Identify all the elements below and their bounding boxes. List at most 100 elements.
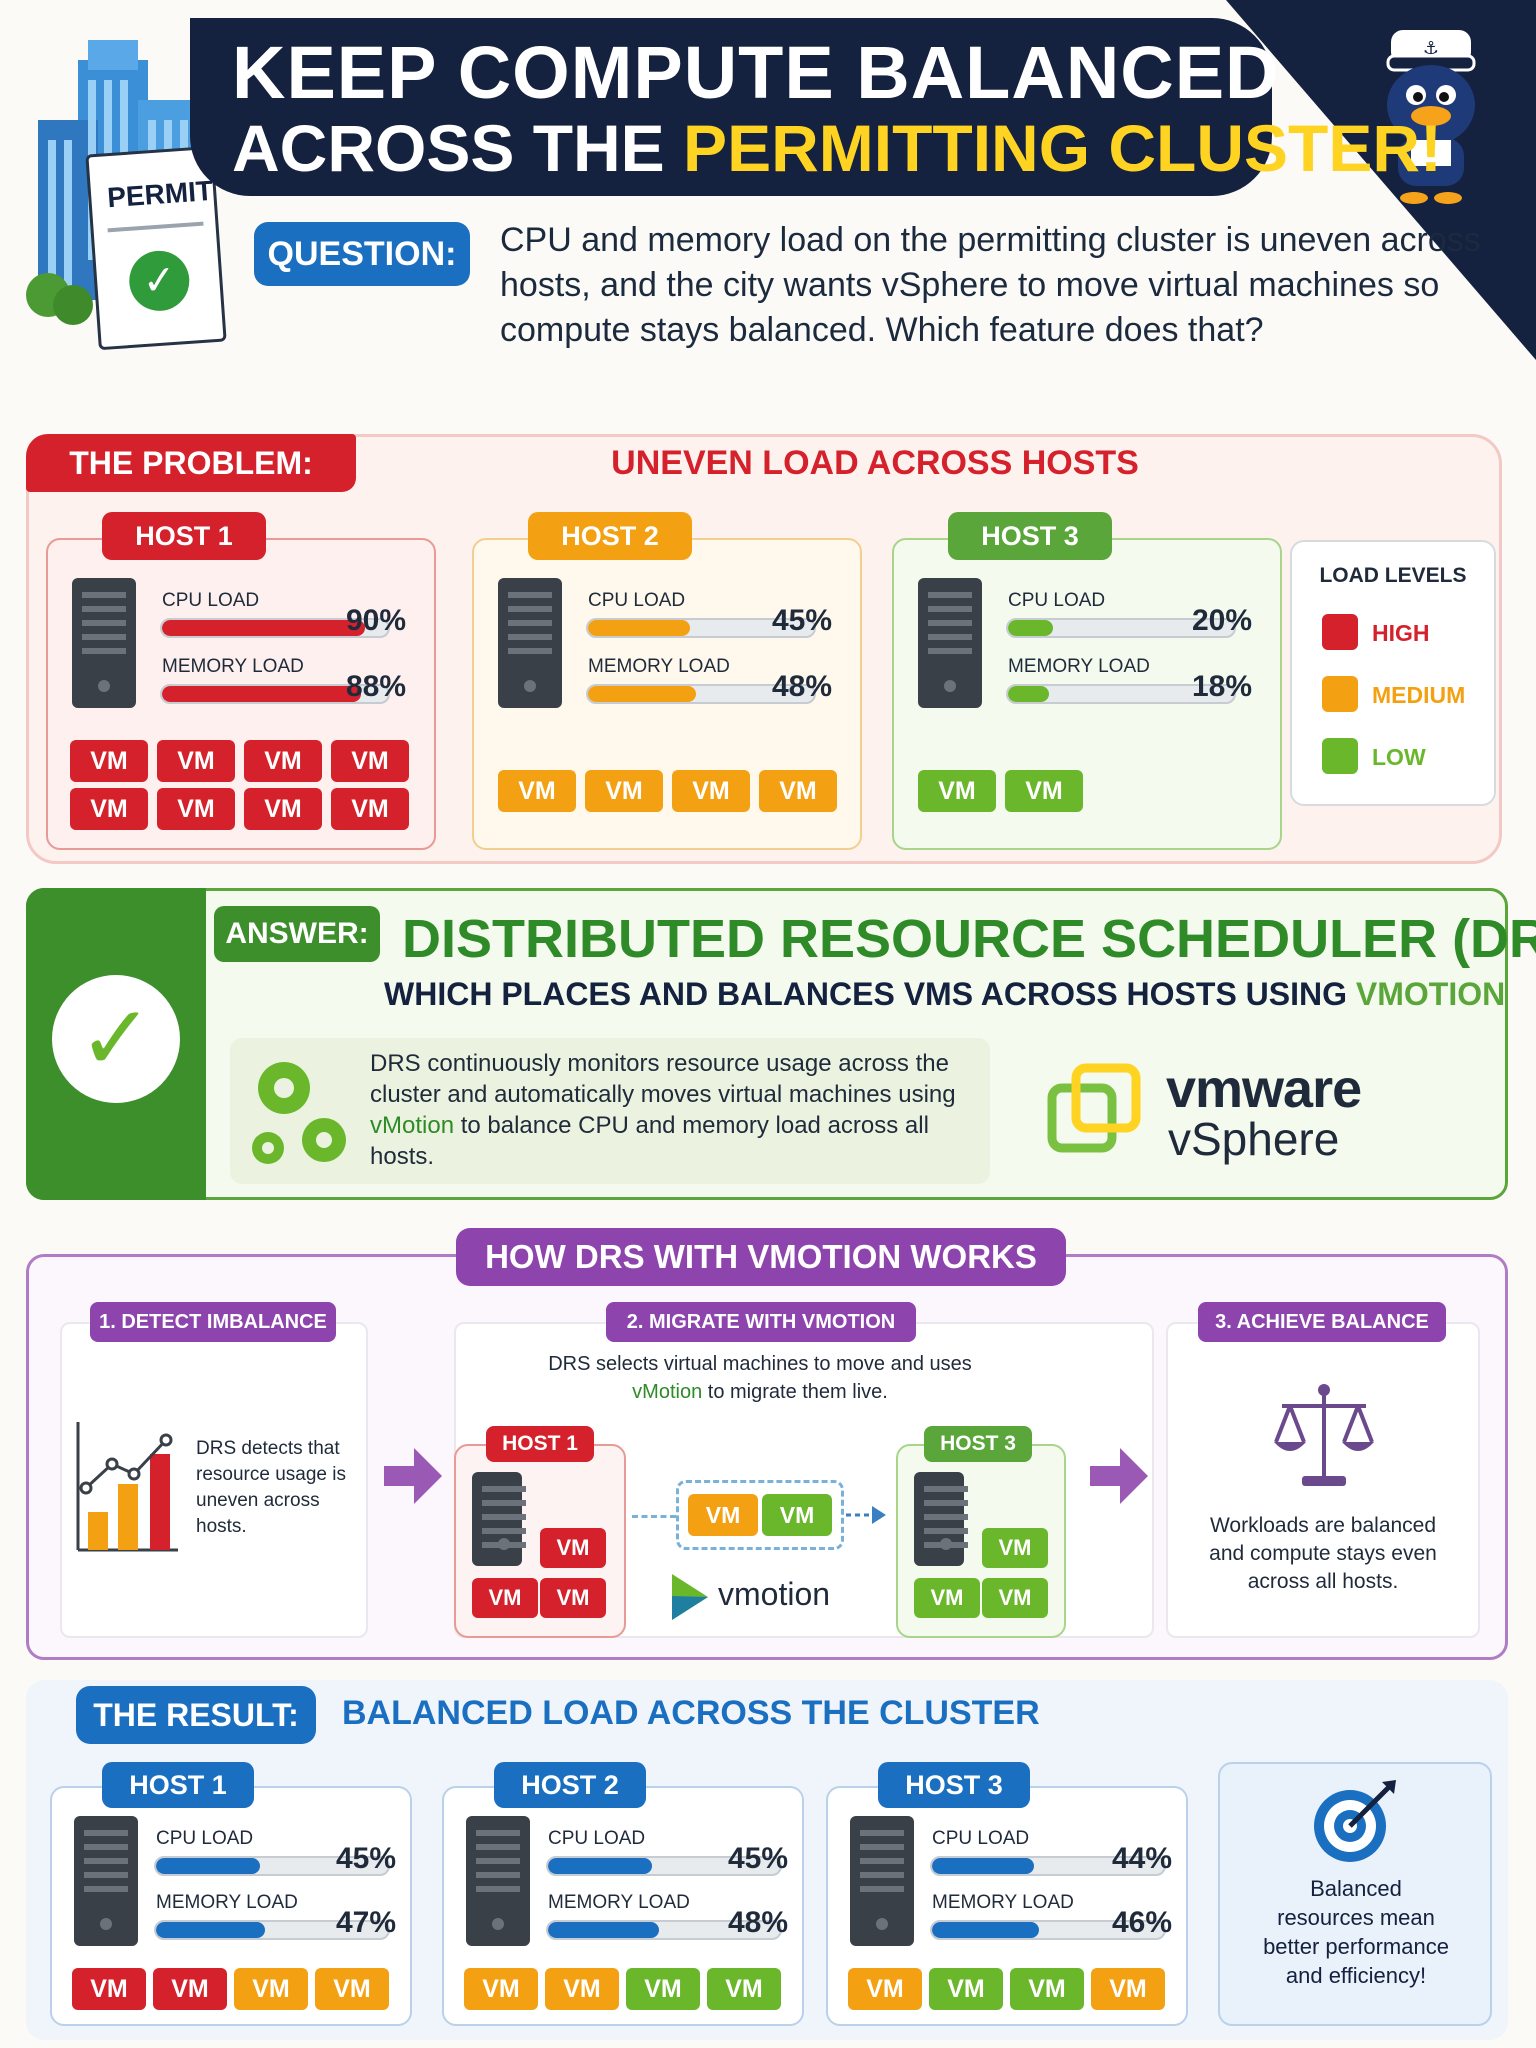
cpu-load-label: CPU LOAD — [932, 1828, 1030, 1849]
vm-chip: VM — [244, 788, 322, 830]
cpu-load-percent: 20% — [1191, 604, 1252, 637]
vm-chip: VM — [157, 788, 235, 830]
memory-load-percent: 48% — [727, 1906, 788, 1939]
arrow-right-icon — [384, 1448, 442, 1504]
vm-chip: VM — [540, 1528, 606, 1568]
permit-label: PERMIT — [106, 174, 214, 214]
title-highlight: PERMITTING CLUSTER! — [683, 111, 1443, 185]
cpu-load-bar — [546, 1856, 782, 1876]
cpu-load-bar — [1006, 618, 1236, 638]
step2-text-after: to migrate them live. — [702, 1381, 888, 1403]
bar-chart-icon — [76, 1420, 180, 1552]
vmotion-brand: vmotion — [718, 1576, 831, 1612]
memory-load-label: MEMORY LOAD — [1008, 656, 1150, 677]
step2-host-b-label: HOST 3 — [924, 1426, 1032, 1462]
answer-description-box — [230, 1038, 990, 1184]
memory-load-label: MEMORY LOAD — [548, 1892, 690, 1913]
cpu-load-percent: 90% — [345, 604, 406, 637]
title-prefix: ACROSS THE — [232, 111, 684, 185]
cpu-load-label: CPU LOAD — [588, 590, 686, 611]
memory-load-bar — [1006, 684, 1236, 704]
corner-banner — [1226, 0, 1536, 360]
vm-chip: VM — [244, 740, 322, 782]
title-banner — [190, 18, 1272, 196]
step1-label: 1. DETECT IMBALANCE — [90, 1302, 336, 1342]
vm-chip: VM — [918, 770, 996, 812]
host-label: HOST 2 — [494, 1762, 646, 1808]
page-title-line2: ACROSS THE PERMITTING CLUSTER! — [232, 110, 1442, 186]
cpu-load-bar — [930, 1856, 1166, 1876]
vm-chip: VM — [1010, 1968, 1084, 2010]
vm-chip: VM — [982, 1578, 1048, 1618]
vm-chip: VM — [688, 1494, 758, 1536]
vm-chip: VM — [153, 1968, 227, 2010]
memory-load-label: MEMORY LOAD — [162, 656, 304, 677]
vm-chip: VM — [498, 770, 576, 812]
legend-low-swatch — [1322, 738, 1358, 774]
server-icon — [466, 1816, 530, 1946]
vm-chip: VM — [1091, 1968, 1165, 2010]
step2-text-before: DRS selects virtual machines to move and… — [548, 1353, 972, 1375]
server-icon — [498, 578, 562, 708]
cpu-load-bar — [154, 1856, 390, 1876]
vmotion-play-icon — [670, 1572, 710, 1622]
legend-medium-swatch — [1322, 676, 1358, 712]
memory-load-bar — [586, 684, 816, 704]
migrating-vms-box — [676, 1480, 844, 1550]
how-title: HOW DRS WITH VMOTION WORKS — [456, 1228, 1066, 1286]
cpu-load-percent: 45% — [727, 1842, 788, 1875]
step1-card — [60, 1322, 368, 1638]
svg-text:⚓: ⚓ — [1423, 38, 1439, 59]
page-title-line1: KEEP COMPUTE BALANCED — [232, 31, 1280, 114]
vm-chip: VM — [759, 770, 837, 812]
result-heading: BALANCED LOAD ACROSS THE CLUSTER — [342, 1694, 1040, 1732]
memory-load-percent: 48% — [771, 670, 832, 703]
vm-chip: VM — [762, 1494, 832, 1536]
vm-chip: VM — [315, 1968, 389, 2010]
cpu-load-label: CPU LOAD — [156, 1828, 254, 1849]
vm-chip: VM — [585, 770, 663, 812]
server-icon — [914, 1472, 968, 1566]
server-icon — [72, 578, 136, 708]
step1-text: DRS detects that resource usage is uneve… — [196, 1438, 346, 1537]
migration-dashed-path — [632, 1515, 676, 1518]
vmware-brand: vmware — [1166, 1059, 1362, 1119]
answer-check-icon: ✓ — [52, 975, 180, 1103]
vm-chip: VM — [626, 1968, 700, 2010]
memory-load-percent: 46% — [1111, 1906, 1172, 1939]
question-text: CPU and memory load on the permitting cl… — [500, 221, 1481, 349]
cpu-load-bar — [160, 618, 390, 638]
legend-high-label: HIGH — [1372, 620, 1430, 646]
vm-chip: VM — [545, 1968, 619, 2010]
legend-low-label: LOW — [1372, 744, 1426, 770]
answer-subtitle: WHICH PLACES AND BALANCES VMS ACROSS HOS… — [384, 976, 1505, 1013]
scales-icon — [1268, 1380, 1380, 1492]
vm-chip: VM — [929, 1968, 1003, 2010]
vm-chip: VM — [472, 1578, 538, 1618]
cpu-load-label: CPU LOAD — [1008, 590, 1106, 611]
answer-desc-before: DRS continuously monitors resource usage… — [370, 1050, 956, 1108]
vm-chip: VM — [540, 1578, 606, 1618]
server-icon — [850, 1816, 914, 1946]
cpu-load-percent: 44% — [1111, 1842, 1172, 1875]
host-label: HOST 2 — [528, 512, 692, 560]
step2-label: 2. MIGRATE WITH VMOTION — [606, 1302, 916, 1342]
vm-chip: VM — [72, 1968, 146, 2010]
step2-text-vmotion: vMotion — [632, 1381, 703, 1403]
host-label: HOST 1 — [102, 1762, 254, 1808]
problem-heading: UNEVEN LOAD ACROSS HOSTS — [611, 444, 1139, 482]
host-label: HOST 3 — [878, 1762, 1030, 1808]
step3-text: Workloads are balanced and compute stays… — [1209, 1514, 1437, 1593]
vm-chip: VM — [914, 1578, 980, 1618]
vm-chip: VM — [1005, 770, 1083, 812]
memory-load-percent: 18% — [1191, 670, 1252, 703]
answer-title: DISTRIBUTED RESOURCE SCHEDULER (DRS) — [402, 909, 1536, 969]
navy-duck-mascot: ⚓ — [1366, 10, 1496, 210]
arrow-right-icon — [1090, 1448, 1148, 1504]
answer-badge: ANSWER: — [214, 906, 380, 962]
vm-chip: VM — [70, 788, 148, 830]
vm-chip: VM — [234, 1968, 308, 2010]
vm-chip: VM — [70, 740, 148, 782]
step2-host-a-label: HOST 1 — [486, 1426, 594, 1462]
result-badge: THE RESULT: — [76, 1686, 316, 1744]
